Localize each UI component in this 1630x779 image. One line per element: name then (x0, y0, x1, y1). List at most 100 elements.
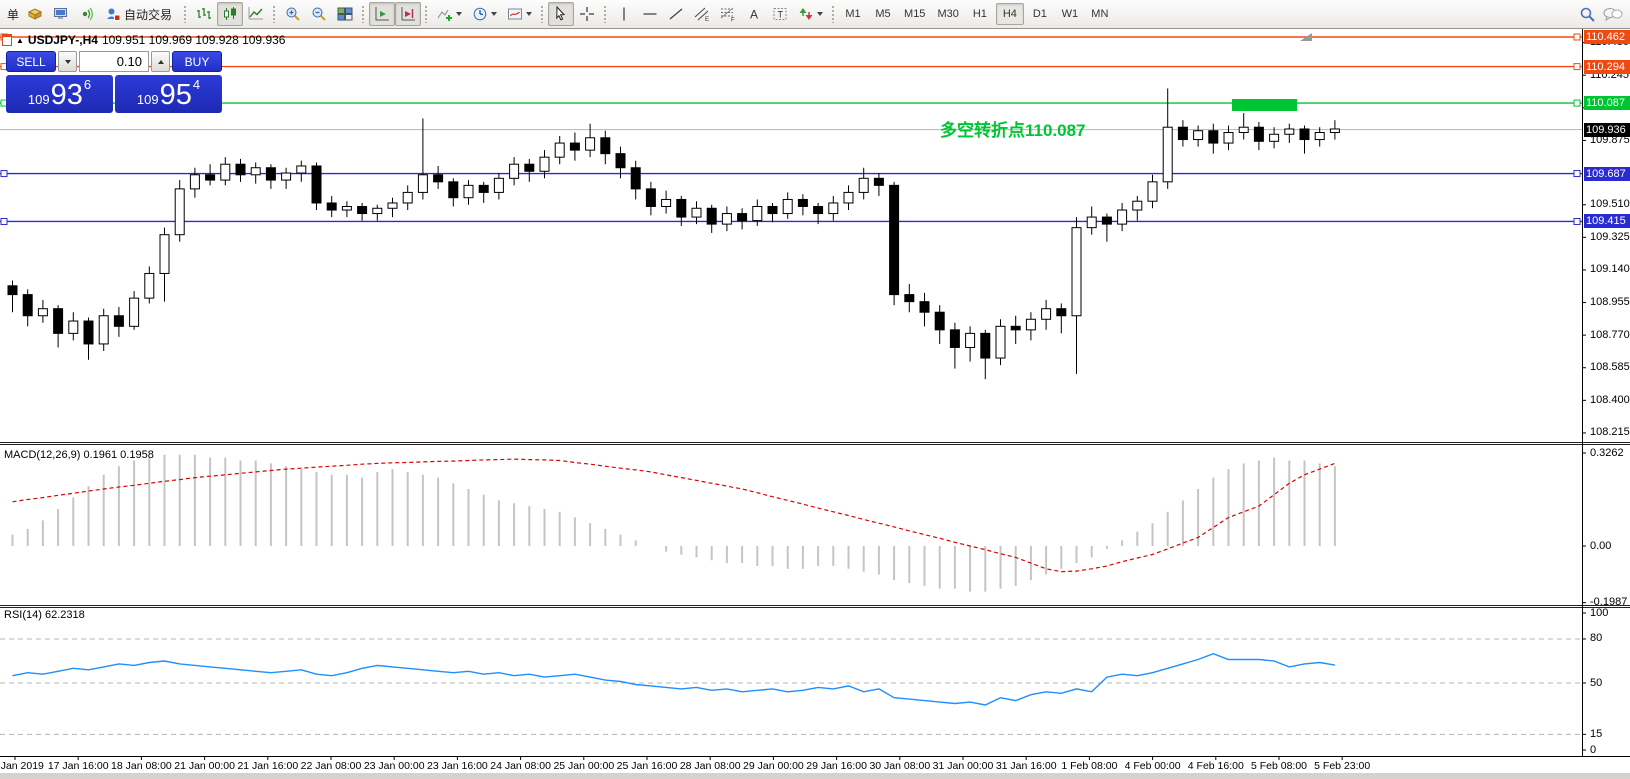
indicators-icon (437, 9, 453, 21)
candlestick-chart-button[interactable] (217, 2, 244, 26)
svg-text:T: T (778, 10, 784, 20)
indicators-button[interactable] (432, 2, 467, 26)
text-button[interactable]: A (741, 2, 767, 26)
toolbar-right (1574, 0, 1626, 28)
tile-windows-button[interactable] (332, 2, 358, 26)
timeframe-button-M30[interactable]: M30 (932, 3, 963, 25)
svg-text:E: E (705, 17, 709, 22)
buy-button[interactable]: BUY (172, 51, 222, 72)
gold-box-icon (27, 8, 43, 20)
price-tick-label: 108.400 (1590, 393, 1630, 406)
time-tick-label: 23 Jan 16:00 (427, 760, 488, 772)
sell-price-display[interactable]: 109 93 6 (6, 75, 113, 113)
chart-header: ▲ USDJPY-,H4 109.951 109.969 109.928 109… (2, 33, 285, 47)
chart-window-icon (2, 34, 12, 46)
time-tick-label: 25 Jan 00:00 (553, 760, 615, 772)
vertical-line-button[interactable] (611, 2, 637, 26)
buy-price-point: 4 (192, 77, 201, 92)
time-tick-label: 17 Jan 2019 (0, 760, 44, 772)
auto-scroll-icon (375, 7, 390, 21)
zoom-out-button[interactable] (306, 2, 332, 26)
time-tick-label: 5 Feb 08:00 (1250, 760, 1308, 772)
periods-button[interactable] (467, 2, 502, 26)
price-tick-label: 109.140 (1590, 263, 1630, 276)
price-tick-label: 108.585 (1590, 361, 1630, 374)
fibonacci-button[interactable]: F (715, 2, 741, 26)
signals-icon[interactable] (74, 2, 100, 26)
templates-button[interactable] (502, 2, 537, 26)
timeframe-button-H1[interactable]: H1 (966, 3, 994, 25)
timeframe-button-M15[interactable]: M15 (899, 3, 930, 25)
volume-input[interactable]: 0.10 (79, 51, 149, 72)
time-tick-label: 28 Jan 08:00 (679, 760, 741, 772)
time-tick-label: 31 Jan 00:00 (932, 760, 994, 772)
timeframe-button-W1[interactable]: W1 (1056, 3, 1084, 25)
toolbar-separator (603, 5, 609, 23)
fibonacci-icon: F (720, 7, 735, 22)
search-button[interactable] (1574, 2, 1600, 26)
toolbar-separator (361, 5, 367, 23)
price-tick-label: 109.325 (1590, 230, 1630, 243)
bar-chart-button[interactable] (191, 2, 217, 26)
timeframe-button-M1[interactable]: M1 (839, 3, 867, 25)
sell-button[interactable]: SELL (6, 51, 56, 72)
timeframe-button-MN[interactable]: MN (1086, 3, 1114, 25)
timeframe-button-M5[interactable]: M5 (869, 3, 897, 25)
bar-chart-icon (197, 8, 212, 19)
terminal-icon[interactable] (48, 2, 74, 26)
trendline-button[interactable] (663, 2, 689, 26)
arrow-up-icon (157, 59, 164, 64)
vertical-line-icon (623, 7, 625, 21)
collapse-icon[interactable]: ▲ (16, 35, 24, 45)
cursor-icon (556, 6, 566, 21)
volume-decrease-button[interactable] (58, 51, 77, 72)
macd-indicator-label: MACD(12,26,9) 0.1961 0.1958 (4, 449, 154, 461)
chart-shift-icon (401, 7, 416, 21)
time-tick-label: 22 Jan 08:00 (300, 760, 362, 772)
arrows-icon (799, 8, 813, 20)
chevron-down-icon (456, 12, 463, 16)
price-line-flag: 109.415 (1584, 214, 1630, 229)
text-label-button[interactable]: T (767, 2, 793, 26)
auto-scroll-button[interactable] (369, 2, 396, 26)
crosshair-button[interactable] (574, 2, 600, 26)
time-tick-label: 29 Jan 00:00 (743, 760, 804, 772)
ohlc-readout: 109.951 109.969 109.928 109.936 (101, 33, 286, 47)
price-tick-label: 109.510 (1590, 198, 1630, 211)
price-chart-canvas[interactable] (0, 29, 1630, 779)
arrow-down-icon (64, 59, 71, 64)
market-watch-icon[interactable] (22, 2, 48, 26)
zoom-in-button[interactable] (280, 2, 306, 26)
arrows-button[interactable] (793, 2, 828, 26)
rsi-tick-label: 50 (1590, 676, 1603, 689)
chat-button[interactable] (1600, 2, 1626, 26)
current-price-flag: 109.936 (1584, 122, 1630, 137)
new-order-button[interactable]: 单 (7, 7, 20, 22)
sonar-icon (82, 7, 94, 21)
time-tick-label: 31 Jan 16:00 (995, 760, 1057, 772)
autotrading-button[interactable]: 自动交易 (100, 2, 180, 26)
chevron-down-icon (491, 12, 498, 16)
timeframe-button-H4[interactable]: H4 (995, 3, 1024, 25)
time-tick-label: 4 Feb 16:00 (1187, 760, 1244, 772)
toolbar: 单 (0, 0, 1630, 29)
line-chart-button[interactable] (243, 2, 269, 26)
price-line-flag: 109.687 (1584, 166, 1630, 181)
toolbar-separator (183, 5, 189, 23)
equidistant-channel-button[interactable]: E (689, 2, 715, 26)
timeframe-button-D1[interactable]: D1 (1026, 3, 1054, 25)
time-tick-label: 25 Jan 16:00 (616, 760, 678, 772)
buy-price-display[interactable]: 109 95 4 (115, 75, 222, 113)
chart-shift-button[interactable] (395, 2, 422, 26)
volume-increase-button[interactable] (151, 51, 170, 72)
search-icon (1580, 7, 1595, 22)
cursor-button[interactable] (548, 2, 575, 26)
horizontal-line-button[interactable] (637, 2, 663, 26)
time-tick-label: 30 Jan 08:00 (869, 760, 931, 772)
price-tick-label: 108.215 (1590, 426, 1630, 439)
chart-window: ▲ USDJPY-,H4 109.951 109.969 109.928 109… (0, 29, 1630, 779)
zoom-out-icon (312, 7, 326, 21)
timeframe-group: M1 M5 M15 M30 H1 H4 D1 W1 MN (839, 3, 1114, 25)
time-tick-label: 21 Jan 00:00 (174, 760, 235, 772)
